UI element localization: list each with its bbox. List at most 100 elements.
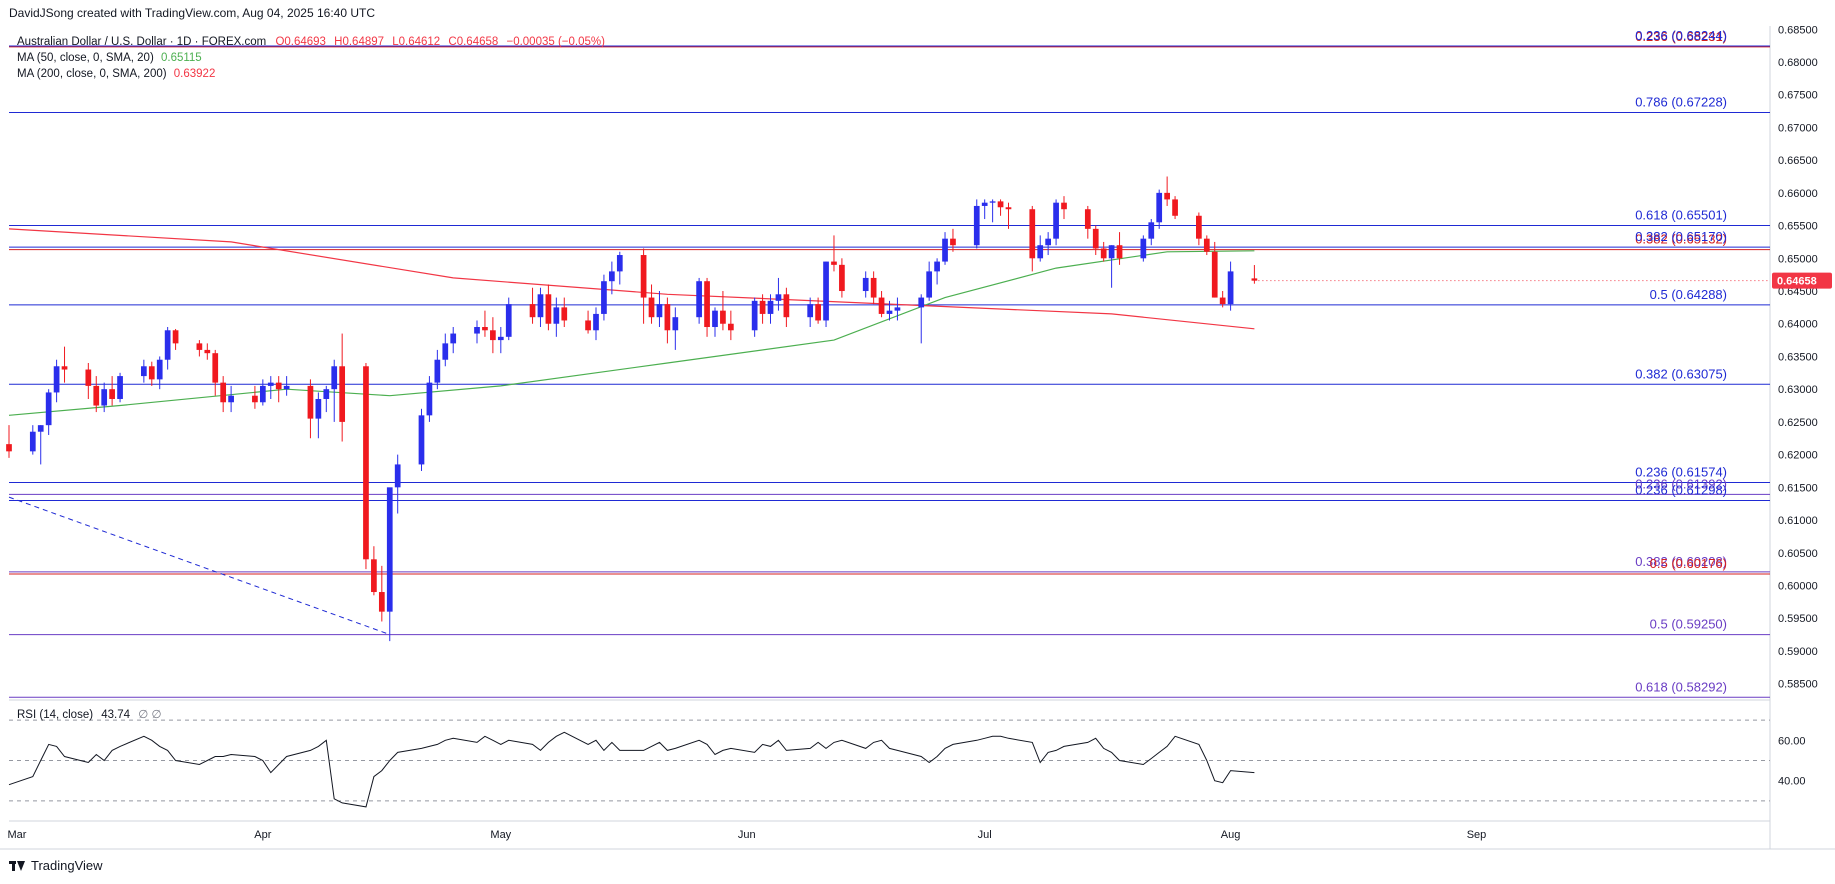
price-tick-label: 0.65000 xyxy=(1778,253,1818,265)
candle-body xyxy=(926,271,933,298)
candle xyxy=(529,287,536,324)
legend-ma50-row[interactable]: MA (50, close, 0, SMA, 20) 0.65115 xyxy=(17,50,605,66)
candle xyxy=(283,376,290,396)
candle xyxy=(148,361,155,386)
candle xyxy=(767,294,774,324)
candle xyxy=(339,333,346,442)
candle-body xyxy=(1092,228,1099,249)
candle-body xyxy=(1219,297,1226,305)
candle-body xyxy=(371,559,377,593)
candle-body xyxy=(593,313,599,331)
candle xyxy=(751,297,758,337)
candle xyxy=(434,349,441,390)
candle xyxy=(259,379,266,406)
rsi-legend[interactable]: RSI (14, close) 43.74 ∅ ∅ xyxy=(17,707,161,721)
price-tick-label: 0.64000 xyxy=(1778,319,1818,331)
price-axis[interactable]: 0.68500 0.68000 0.67500 0.67000 0.66500 0.660… xyxy=(1778,24,1818,690)
rsi-label[interactable]: RSI (14, close) xyxy=(17,709,94,721)
candle xyxy=(696,277,702,324)
fib-label: 0.786 (0.67228) xyxy=(1635,95,1727,110)
price-tick-label: 0.67000 xyxy=(1778,122,1818,134)
candle-body xyxy=(418,415,425,465)
candle xyxy=(1227,261,1234,311)
candle-body xyxy=(1251,278,1258,281)
price-tick-label: 0.61500 xyxy=(1778,482,1818,494)
legend-ma50-label[interactable]: MA (50, close, 0, SMA, 20) xyxy=(17,52,154,64)
price-tick-label: 0.62500 xyxy=(1778,417,1818,429)
legend-change: −0.00035 (−0.05%) xyxy=(506,36,605,48)
legend-symbol-row[interactable]: Australian Dollar / U.S. Dollar · 1D · F… xyxy=(17,34,605,50)
fib-label: 0.5 (0.60176) xyxy=(1650,556,1727,571)
candle-body xyxy=(712,310,718,328)
candle xyxy=(894,297,901,321)
rsi-value: 43.74 xyxy=(101,709,131,721)
candle-body xyxy=(989,201,996,203)
candle-body xyxy=(331,366,338,390)
price-tick-label: 0.61000 xyxy=(1778,515,1818,527)
fib-label: 0.5 (0.59250) xyxy=(1650,617,1727,632)
ma200-line xyxy=(8,228,1255,330)
candle-body xyxy=(973,205,980,246)
candle xyxy=(878,291,885,318)
candle xyxy=(601,274,607,321)
fibonacci-labels: 0.236 (0.68231)0.236 (0.68244) 0.786 (0.6… xyxy=(1635,28,1727,694)
candle-body xyxy=(1227,271,1234,305)
candle-body xyxy=(283,385,290,390)
candle xyxy=(997,199,1004,216)
candle xyxy=(85,363,92,399)
candle xyxy=(212,349,219,396)
candle xyxy=(164,327,171,370)
candle xyxy=(418,408,425,471)
candle-body xyxy=(1053,202,1059,239)
candle xyxy=(93,376,100,413)
candle xyxy=(386,487,393,642)
candle xyxy=(553,297,560,337)
candle xyxy=(759,294,766,324)
candle xyxy=(672,307,679,350)
candle-body xyxy=(553,307,560,324)
candle-body xyxy=(109,389,115,399)
candle-body xyxy=(172,330,179,344)
candle-body xyxy=(609,271,615,282)
candle xyxy=(720,291,726,331)
candle xyxy=(950,228,956,252)
candle-body xyxy=(1045,238,1052,246)
candle-body xyxy=(323,389,330,399)
fib-label: 0.236 (0.61574) xyxy=(1635,464,1727,479)
candle xyxy=(220,376,227,413)
legend-ma200-row[interactable]: MA (200, close, 0, SMA, 200) 0.63922 xyxy=(17,66,605,82)
legend-ma200-label[interactable]: MA (200, close, 0, SMA, 200) xyxy=(17,68,167,80)
legend-symbol[interactable]: Australian Dollar / U.S. Dollar · 1D · F… xyxy=(17,36,267,48)
tradingview-brand[interactable]: TradingView xyxy=(9,858,103,873)
legend-high: H0.64897 xyxy=(334,36,385,48)
trendline xyxy=(8,496,390,636)
candle-body xyxy=(616,255,623,272)
candle-body xyxy=(656,304,663,318)
candle xyxy=(252,385,258,409)
legend-ma50-value: 0.65115 xyxy=(160,52,202,64)
candle xyxy=(839,258,845,298)
candle-body xyxy=(561,307,568,321)
candle-body xyxy=(315,398,322,419)
candle xyxy=(704,277,710,337)
candle-body xyxy=(1164,192,1170,200)
candle-body xyxy=(442,343,449,360)
fibonacci-levels xyxy=(9,45,1770,698)
candle-body xyxy=(1211,251,1218,298)
time-axis[interactable]: Mar Apr May Jun Jul Aug Sep xyxy=(7,829,1486,841)
candle-body xyxy=(339,366,346,422)
candle xyxy=(640,248,647,324)
candle xyxy=(1196,212,1202,246)
candle-body xyxy=(918,297,925,308)
candle-body xyxy=(386,487,393,612)
candle xyxy=(172,328,179,350)
candle-body xyxy=(474,327,480,334)
rsi-line xyxy=(8,731,1255,808)
candle-body xyxy=(140,366,147,377)
time-tick-label: Sep xyxy=(1467,829,1487,841)
candle-body xyxy=(490,330,496,341)
fib-label: 0.618 (0.65501) xyxy=(1635,208,1727,223)
candle xyxy=(1029,205,1036,272)
candle-body xyxy=(1005,207,1012,210)
